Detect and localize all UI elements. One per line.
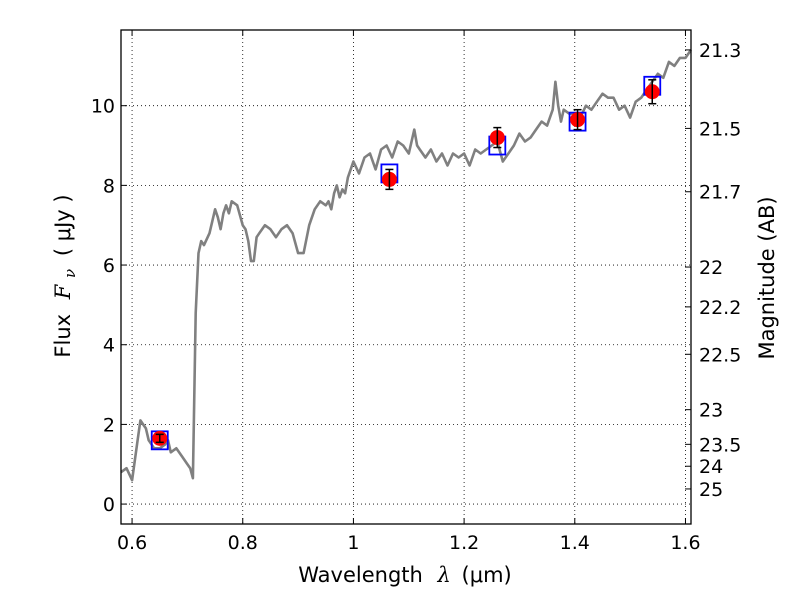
plot-area [120, 49, 693, 482]
x-tick-label: 0.6 [117, 532, 147, 554]
mag-tick-label: 23.5 [699, 434, 741, 456]
x-tick-label: 1.4 [560, 532, 590, 554]
mag-tick-label: 22.2 [699, 297, 741, 319]
y-tick-label: 10 [91, 96, 115, 118]
x-tick-label: 1.6 [670, 532, 700, 554]
y-tick-label: 6 [103, 255, 115, 277]
mag-tick-label: 23 [699, 400, 723, 422]
x-tick-label: 1 [347, 532, 359, 554]
y2-axis-title: Magnitude (AB) [755, 196, 779, 359]
y-tick-label: 0 [103, 494, 115, 516]
mag-tick-label: 22 [699, 257, 723, 279]
y-tick-label: 4 [103, 335, 115, 357]
y-tick-label: 2 [103, 414, 115, 436]
mag-tick-label: 25 [699, 479, 723, 501]
mag-tick-label: 21.5 [699, 118, 741, 140]
y-tick-label: 8 [103, 175, 115, 197]
x-tick-label: 0.8 [228, 532, 258, 554]
x-axis-title: Wavelength λ (μm) [298, 563, 511, 587]
mag-tick-label: 21.7 [699, 182, 741, 204]
x-tick-label: 1.2 [449, 532, 479, 554]
mag-tick-label: 22.5 [699, 344, 741, 366]
mag-tick-label: 21.3 [699, 40, 741, 62]
plot-frame [120, 29, 692, 525]
grid-lines [121, 30, 691, 524]
axes: 0.6 0.8 1 1.2 1.4 1.6024681021.321.521.72222.… [91, 29, 741, 554]
mag-tick-label: 24 [699, 456, 723, 478]
y-axis-title: Flux F ν ( μJy ) [51, 194, 80, 357]
